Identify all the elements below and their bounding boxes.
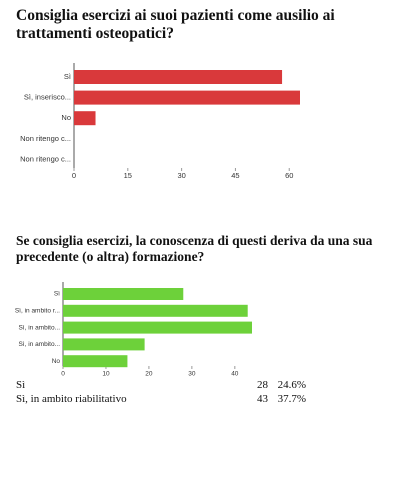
bar bbox=[63, 304, 248, 317]
row-count: 28 bbox=[257, 379, 268, 391]
bar bbox=[63, 338, 145, 351]
x-tick-label: 10 bbox=[102, 371, 110, 378]
bar bbox=[74, 90, 300, 105]
y-tick-label: Sì, in ambito... bbox=[18, 324, 60, 331]
row-percent: 24.6% bbox=[277, 379, 306, 391]
chart: 0 10 20 30 40 Sì Sì, in ambito r... Sì, in ambi… bbox=[15, 282, 252, 378]
y-tick-label: Sì bbox=[64, 72, 71, 81]
bar bbox=[63, 321, 252, 334]
chart-title: Consiglia esercizi ai suoi pazienti come… bbox=[16, 7, 335, 42]
x-tick-label: 20 bbox=[145, 371, 153, 378]
bar bbox=[63, 355, 128, 368]
x-tick-label: 0 bbox=[72, 171, 76, 180]
row-percent: 37.7% bbox=[277, 393, 306, 405]
y-tick-label: No bbox=[52, 358, 61, 365]
x-tick-label: 45 bbox=[231, 171, 239, 180]
x-tick-label: 30 bbox=[177, 171, 185, 180]
x-tick-label: 60 bbox=[285, 171, 293, 180]
row-label: Sì bbox=[16, 379, 26, 391]
y-tick-label: Non ritengo c... bbox=[20, 134, 71, 143]
x-tick-label: 15 bbox=[124, 171, 132, 180]
bar bbox=[74, 111, 96, 126]
y-tick-label: Non ritengo c... bbox=[20, 154, 71, 163]
table-row: Sì, in ambito riabilitativo 43 37.7% bbox=[16, 393, 306, 407]
row-label: Sì, in ambito riabilitativo bbox=[16, 393, 127, 405]
y-tick-label: Sì bbox=[54, 291, 60, 298]
row-count: 43 bbox=[257, 393, 268, 405]
y-tick-label: Sì, in ambito... bbox=[18, 341, 60, 348]
bar bbox=[63, 288, 184, 300]
chart: 0 15 30 45 60 Sì Sì, inserisco... No Non ritengo… bbox=[20, 63, 300, 180]
y-tick-label: Sì, in ambito r... bbox=[15, 308, 60, 315]
x-tick-label: 40 bbox=[231, 371, 239, 378]
x-tick-label: 0 bbox=[61, 371, 65, 378]
chart-title: Se consiglia esercizi, la conoscenza di … bbox=[16, 233, 373, 264]
table-row: Sì 28 24.6% bbox=[16, 379, 306, 393]
bar bbox=[74, 70, 283, 84]
y-tick-label: No bbox=[61, 113, 71, 122]
y-tick-label: Sì, inserisco... bbox=[24, 93, 71, 102]
x-tick-label: 30 bbox=[188, 371, 196, 378]
